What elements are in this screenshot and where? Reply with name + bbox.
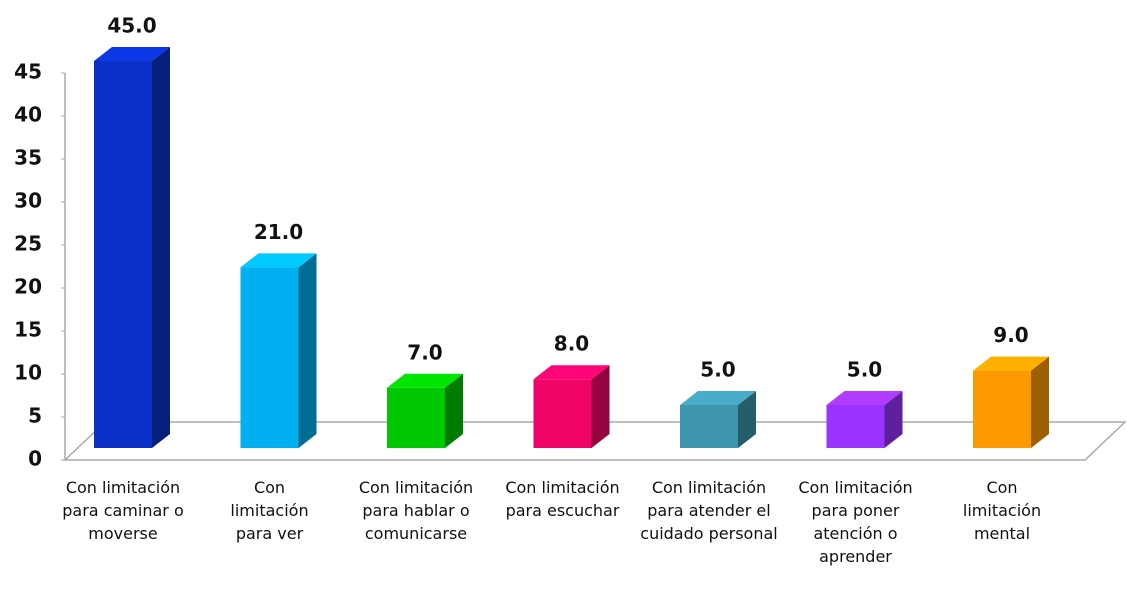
- value-label: 21.0: [254, 220, 303, 244]
- x-tick-label: Con limitación para ver: [230, 478, 309, 543]
- value-label: 8.0: [554, 332, 589, 356]
- x-tick-label: Con limitación para caminar o moverse: [62, 478, 184, 543]
- value-label: 45.0: [107, 14, 156, 38]
- bar: [826, 391, 903, 448]
- bar: [387, 373, 463, 448]
- y-tick-label: 0: [28, 447, 42, 471]
- bar-front: [680, 405, 738, 448]
- bar-top: [973, 356, 1049, 371]
- x-tick-label: Con limitación para hablar o comunicarse: [358, 478, 474, 543]
- bar-front: [533, 379, 592, 448]
- bar: [94, 47, 170, 448]
- floor: [63, 421, 1127, 461]
- y-tick-label: 25: [14, 232, 42, 256]
- bar-side: [445, 373, 463, 448]
- bar-top: [533, 365, 610, 380]
- value-label: 5.0: [700, 358, 735, 382]
- x-tick-label: Con limitación para poner atención o apr…: [798, 478, 913, 566]
- bar-top: [94, 47, 170, 61]
- bar-side: [152, 47, 170, 448]
- y-tick-label: 5: [28, 404, 42, 428]
- bar-side: [884, 391, 903, 448]
- y-tick-label: 20: [14, 275, 42, 299]
- bar-side: [1031, 356, 1049, 448]
- y-tick-label: 30: [14, 189, 42, 213]
- y-tick-label: 45: [14, 60, 42, 84]
- bar-side: [298, 253, 317, 448]
- value-label: 9.0: [993, 323, 1028, 347]
- bar-side: [591, 365, 610, 448]
- y-tick-label: 35: [14, 146, 42, 170]
- y-tick-label: 15: [14, 318, 42, 342]
- bar-top: [826, 391, 903, 405]
- value-label: 5.0: [847, 358, 882, 382]
- bar-front: [387, 387, 445, 448]
- x-tick-label: Con limitación mental: [962, 478, 1042, 543]
- bar: [240, 253, 317, 448]
- bar-front: [240, 267, 299, 448]
- y-tick-label: 10: [14, 361, 42, 385]
- x-tick-label: Con limitación para atender el cuidado p…: [640, 478, 778, 543]
- bar-front: [94, 61, 152, 448]
- x-tick-label: Con limitación para escuchar: [505, 478, 620, 520]
- bar-top: [240, 253, 317, 268]
- bar: [680, 391, 756, 448]
- bar-top: [387, 373, 463, 388]
- bar-top: [680, 391, 756, 405]
- y-tick-label: 40: [14, 103, 42, 127]
- bar-front: [973, 370, 1031, 448]
- bar-side: [738, 391, 756, 448]
- bar: [973, 356, 1049, 448]
- value-label: 7.0: [407, 340, 442, 364]
- bar-front: [826, 405, 885, 448]
- bar: [533, 365, 610, 448]
